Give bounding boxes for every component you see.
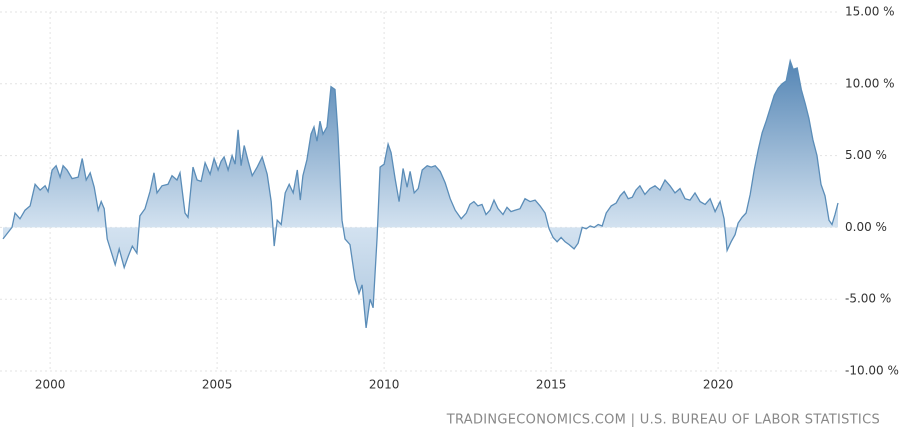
x-tick-label: 2000 [35, 378, 66, 392]
y-tick-label: 15.00 % [845, 5, 895, 19]
y-tick-label: -10.00 % [845, 364, 899, 378]
line [2, 58, 839, 328]
x-tick-label: 2015 [536, 378, 567, 392]
x-tick-label: 2010 [369, 378, 400, 392]
y-tick-label: 0.00 % [845, 220, 887, 234]
x-tick-label: 2005 [202, 378, 233, 392]
y-tick-label: -5.00 % [845, 292, 891, 306]
area-fill [3, 60, 838, 328]
x-tick-label: 2020 [703, 378, 734, 392]
y-tick-label: 10.00 % [845, 76, 895, 90]
y-tick-label: 5.00 % [845, 148, 887, 162]
source: TRADINGECONOMICS.COM | U.S. BUREAU OF LA… [446, 413, 880, 428]
